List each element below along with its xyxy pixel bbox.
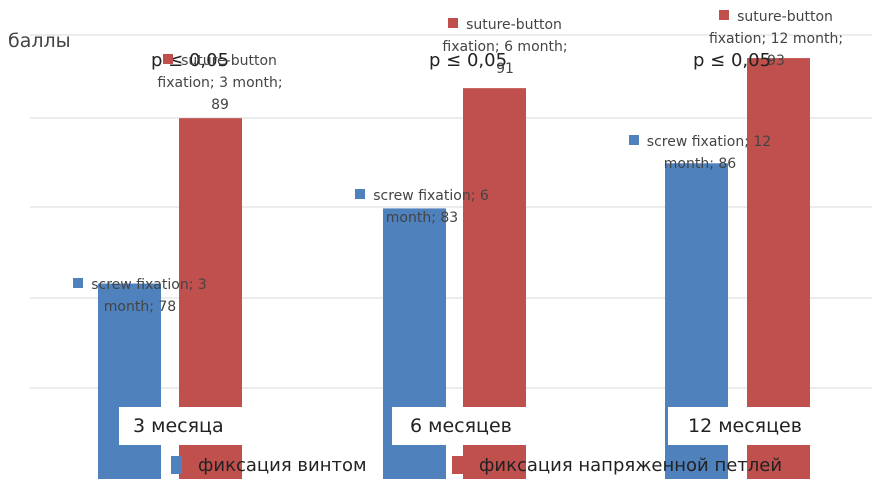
p-value-annotation-3: p ≤ 0,05: [693, 50, 772, 71]
legend-screw-fixation: фиксация винтом: [171, 455, 367, 476]
bar-screw-1: [98, 283, 161, 479]
p-value-annotation-2: p ≤ 0,05: [429, 50, 508, 71]
series-swatch: [73, 278, 84, 288]
category-label-6-months: 6 месяцев: [392, 407, 545, 445]
data-label-suture-3: suture-button fixation; 3 month; 89: [157, 53, 283, 113]
data-label-screw-12: screw fixation; 12 month; 86: [610, 131, 790, 175]
legend-suture-fixation: фиксация напряженной петлей: [452, 455, 782, 476]
series-swatch: [628, 135, 639, 145]
data-label-suture-12: suture-button fixation; 12 month; 93: [708, 9, 844, 69]
series-swatch: [719, 10, 730, 20]
legend-swatch-blue: [171, 456, 182, 474]
category-label-12-months: 12 месяцев: [668, 407, 833, 445]
series-swatch: [355, 189, 366, 199]
category-label-3-months: 3 месяца: [119, 407, 251, 445]
gridlines: [30, 34, 872, 389]
y-axis-label: баллы: [8, 30, 71, 52]
data-label-screw-6: screw fixation; 6 month; 83: [332, 185, 512, 229]
data-label-suture-6: suture-button fixation; 6 month; 91: [442, 17, 568, 77]
series-swatch: [448, 18, 459, 28]
series-swatch: [163, 54, 174, 64]
data-label-screw-3: screw fixation; 3 month; 78: [50, 274, 230, 318]
legend-swatch-red: [452, 456, 463, 474]
